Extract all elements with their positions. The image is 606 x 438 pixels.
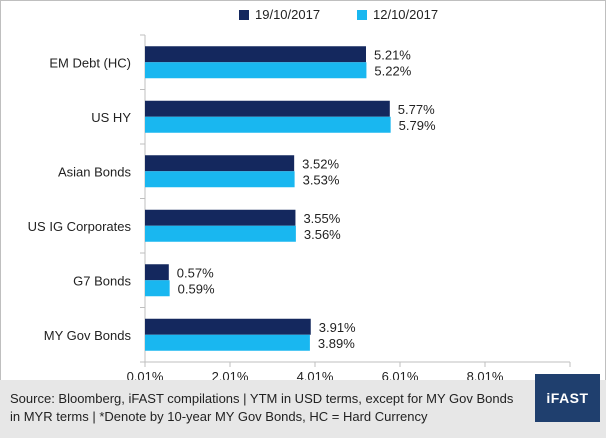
- bar-series-0: [145, 155, 295, 172]
- category-label: Asian Bonds: [58, 164, 131, 179]
- bar-series-0: [145, 318, 311, 335]
- x-tick-label: 8.01%: [467, 369, 504, 380]
- bar-series-1: [145, 62, 367, 79]
- value-label-series-1: 3.53%: [303, 172, 340, 187]
- legend-item-series-0: 19/10/2017: [239, 7, 320, 22]
- legend-item-series-1: 12/10/2017: [357, 7, 438, 22]
- bar-series-1: [145, 334, 310, 351]
- bar-series-1: [145, 171, 295, 188]
- value-label-series-0: 3.91%: [319, 320, 356, 335]
- legend: 19/10/2017 12/10/2017: [0, 7, 606, 25]
- value-label-series-1: 5.79%: [399, 118, 436, 133]
- bar-series-0: [145, 100, 390, 117]
- bar-series-0: [145, 209, 296, 226]
- value-label-series-0: 5.77%: [398, 102, 435, 117]
- bar-series-0: [145, 46, 366, 63]
- x-tick-label: 2.01%: [212, 369, 249, 380]
- value-label-series-1: 3.89%: [318, 336, 355, 351]
- legend-label-series-1: 12/10/2017: [373, 7, 439, 22]
- value-label-series-0: 3.55%: [303, 211, 340, 226]
- footer: Source: Bloomberg, iFAST compilations | …: [0, 380, 606, 438]
- category-label: US IG Corporates: [28, 219, 132, 234]
- legend-swatch-series-1: [357, 9, 367, 20]
- value-label-series-0: 3.52%: [302, 156, 339, 171]
- value-label-series-1: 0.59%: [178, 281, 215, 296]
- bar-series-0: [145, 264, 169, 281]
- x-tick-label: 0.01%: [127, 369, 164, 380]
- bar-series-1: [145, 116, 391, 133]
- source-note: Source: Bloomberg, iFAST compilations | …: [10, 390, 530, 426]
- bar-chart: 0.01% 2.01% 4.01% 6.01% 8.01% EM Debt (HC) 5.2…: [28, 34, 571, 380]
- category-label: G7 Bonds: [73, 273, 131, 288]
- value-label-series-0: 5.21%: [374, 47, 411, 62]
- x-tick-label: 6.01%: [382, 369, 419, 380]
- legend-label-series-0: 19/10/2017: [255, 7, 321, 22]
- category-label: MY Gov Bonds: [44, 328, 132, 343]
- bar-series-1: [145, 280, 170, 297]
- category-label: EM Debt (HC): [49, 55, 131, 70]
- value-label-series-1: 5.22%: [374, 63, 411, 78]
- bar-series-1: [145, 225, 296, 242]
- ifast-logo: iFAST: [535, 374, 600, 422]
- source-line-1: Source: Bloomberg, iFAST compilations | …: [10, 391, 514, 406]
- category-label: US HY: [91, 110, 131, 125]
- value-label-series-0: 0.57%: [177, 265, 214, 280]
- legend-swatch-series-0: [239, 9, 249, 20]
- source-line-2: in MYR terms | *Denote by 10-year MY Gov…: [10, 409, 428, 424]
- x-tick-label: 4.01%: [297, 369, 334, 380]
- value-label-series-1: 3.56%: [304, 227, 341, 242]
